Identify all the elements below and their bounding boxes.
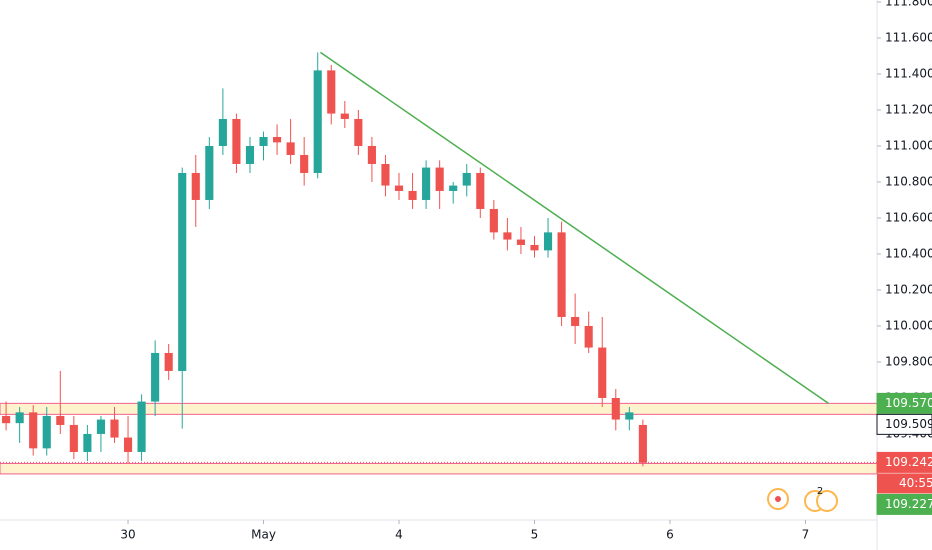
candle-body [83,433,92,452]
candle-body [69,424,78,452]
candle-body [449,185,458,191]
candle-body [367,145,376,164]
y-tick-label: 109.800 [885,354,932,368]
candle-body [340,113,349,119]
alert-icons[interactable]: 2 [767,486,838,512]
y-tick-label: 110.600 [885,210,932,224]
candle-body [489,208,498,233]
price-label-box [876,493,932,515]
candle-body [476,172,485,209]
price-label: 109.509 [885,417,932,431]
candle-body [327,70,336,114]
candle-body [42,415,51,449]
candle-body [543,232,553,251]
event-icon[interactable] [816,490,838,512]
candle-body [503,232,512,240]
y-tick-label: 111.800 [885,0,932,8]
candle-body [245,145,255,164]
candle-body [151,352,160,402]
x-tick-label: 5 [531,528,539,542]
candle-body [625,412,634,420]
candle-body [2,415,11,424]
candle-body [638,424,647,463]
candle-body [110,419,119,438]
countdown-label: 40:55 [899,476,932,490]
x-tick-label: 30 [120,528,135,542]
candle-body [571,316,580,326]
candle-body [408,190,417,200]
y-tick-label: 110.000 [885,318,932,332]
candle-body [462,172,471,186]
y-tick-label: 111.600 [885,30,932,44]
x-tick-label: 7 [802,528,810,542]
candle-body [218,118,227,146]
y-tick-label: 110.400 [885,246,932,260]
badge-count: 2 [817,486,823,497]
alert-dot [775,496,781,502]
candle-body [300,154,309,173]
zone [0,402,878,415]
countdown-box [877,473,932,494]
candle-body [123,437,133,452]
candle-body [313,70,322,173]
y-tick-label: 111.000 [885,138,932,152]
candle-body [232,118,241,164]
candle-body [516,239,526,245]
y-tick-label: 110.800 [885,174,932,188]
candle-body [15,412,24,424]
candle-body [286,142,295,155]
y-tick-label: 111.200 [885,102,932,116]
y-tick-label: 110.200 [885,282,932,296]
zone [0,462,878,475]
candle-body [394,185,404,191]
price-label-box [876,451,932,473]
price-label-box [876,413,932,435]
candle-body [435,167,444,191]
candle-body [96,419,106,434]
x-tick-label: 6 [666,528,674,542]
candle-body [530,244,539,251]
candle-body [56,415,65,425]
candle-body [191,172,200,200]
trendline [319,51,829,404]
y-tick-label: 111.400 [885,66,932,80]
x-tick-label: May [251,528,276,542]
candle-body [611,397,620,420]
price-label-box [876,392,932,414]
candle-body [557,232,566,317]
candle-body [29,412,38,449]
candle-body [584,325,593,348]
price-label: 109.227 [885,497,932,511]
candle-body [137,401,146,452]
x-tick-label: 4 [395,528,403,542]
candle-body [178,172,187,371]
price-label: 109.570 [885,396,932,410]
price-label: 109.242 [885,455,932,469]
candle-body [205,145,214,200]
candle-body [422,167,431,200]
candle-body [598,347,607,398]
candle-body [381,163,390,186]
candle-body [164,352,173,371]
candle-body [259,136,268,146]
candle-body [354,118,363,146]
candle-body [273,136,282,143]
